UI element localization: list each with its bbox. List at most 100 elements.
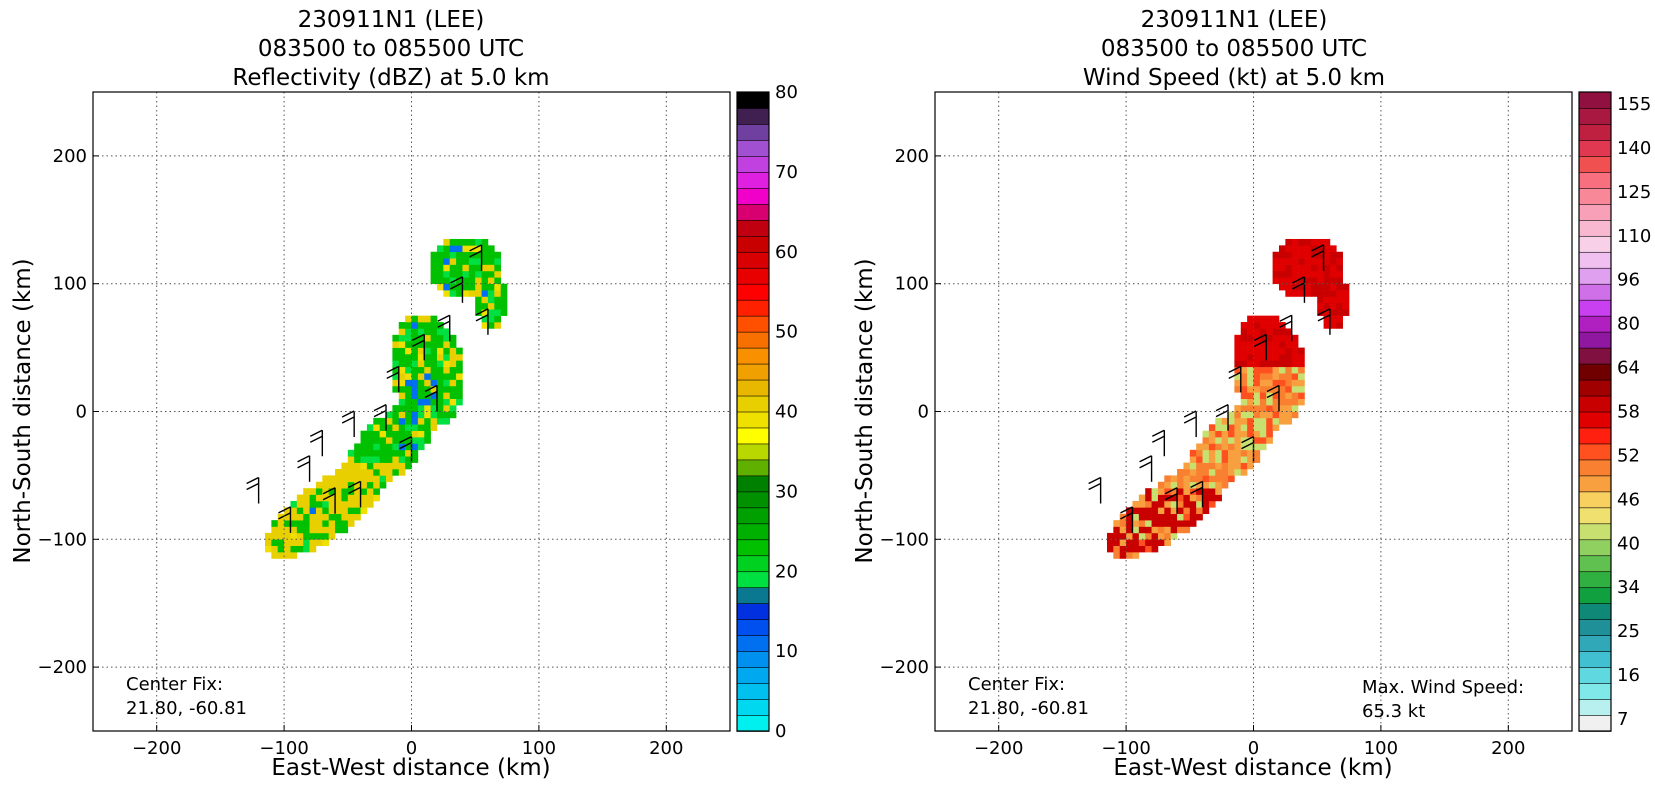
field-cell <box>1266 385 1273 393</box>
field-cell <box>411 360 419 368</box>
field-cell <box>487 251 495 259</box>
field-cell <box>1285 264 1293 272</box>
field-cell <box>500 283 508 291</box>
x-tick-label: 200 <box>649 738 683 759</box>
field-cell <box>1196 475 1203 483</box>
field-cell <box>1151 507 1159 515</box>
field-cell <box>296 500 304 508</box>
field-cell <box>271 545 279 553</box>
field-cell <box>303 545 310 553</box>
field-cell <box>424 405 431 412</box>
field-cell <box>1247 353 1254 361</box>
field-cell <box>417 373 425 380</box>
colorbar-segment <box>736 475 770 493</box>
field-cell <box>1259 411 1267 419</box>
field-cell <box>360 462 368 470</box>
wind-colorbar <box>1578 91 1612 732</box>
field-cell <box>1183 500 1191 508</box>
field-cell <box>1145 513 1152 521</box>
field-cell <box>1228 430 1235 438</box>
field-cell <box>417 328 425 336</box>
field-cell <box>1298 385 1305 393</box>
field-cell <box>1138 513 1146 521</box>
field-cell <box>456 360 463 368</box>
field-cell <box>1240 417 1248 425</box>
field-cell <box>1228 456 1235 463</box>
field-cell <box>487 264 495 272</box>
field-cell <box>1310 277 1318 284</box>
field-cell <box>1234 424 1242 431</box>
colorbar-segment <box>1578 491 1612 509</box>
field-cell <box>1278 251 1286 259</box>
field-cell <box>411 443 419 451</box>
field-cell <box>398 373 406 380</box>
field-cell <box>487 283 495 291</box>
field-cell <box>1266 334 1273 342</box>
field-cell <box>1151 539 1159 546</box>
field-cell <box>1228 424 1235 431</box>
y-tick-label: 100 <box>53 274 87 295</box>
field-cell <box>1240 430 1248 438</box>
wind-barb-flag <box>1183 416 1197 424</box>
field-cell <box>386 443 393 451</box>
field-cell <box>379 430 387 438</box>
field-cell <box>1247 373 1254 380</box>
field-cell <box>436 405 444 412</box>
field-cell <box>1126 532 1133 540</box>
y-tick-label: 0 <box>918 402 929 423</box>
field-cell <box>1329 296 1337 304</box>
wind-barb-flag <box>1215 410 1229 418</box>
x-tick-label: −100 <box>259 738 308 759</box>
field-cell <box>1215 430 1222 438</box>
field-cell <box>436 334 444 342</box>
field-cell <box>296 513 304 521</box>
colorbar-segment <box>736 299 770 317</box>
reflectivity-y-axis-label: North-South distance (km) <box>10 258 36 563</box>
field-cell <box>1164 532 1171 540</box>
field-cell <box>487 245 495 253</box>
field-cell <box>468 270 476 278</box>
field-cell <box>386 449 393 457</box>
colorbar-tick-label: 7 <box>1617 709 1628 730</box>
wind-barb-flag <box>1311 244 1324 252</box>
wind-barb-flag <box>1317 314 1331 322</box>
colorbar-segment <box>736 155 770 173</box>
field-cell <box>1189 456 1197 463</box>
field-cell <box>1126 526 1133 534</box>
field-cell <box>449 405 457 412</box>
wind-barb-flag <box>1279 314 1293 322</box>
field-cell <box>1329 315 1337 323</box>
field-cell <box>1285 341 1293 348</box>
field-cell <box>386 462 393 470</box>
colorbar-segment <box>736 251 770 269</box>
field-cell <box>1259 430 1267 438</box>
field-cell <box>449 360 457 368</box>
field-cell <box>1329 322 1337 329</box>
field-cell <box>386 469 393 476</box>
field-cell <box>1310 290 1318 297</box>
field-cell <box>1145 507 1152 515</box>
field-cell <box>1272 347 1280 355</box>
field-cell <box>443 373 451 380</box>
field-cell <box>1183 494 1191 502</box>
field-cell <box>436 270 444 278</box>
field-cell <box>1291 360 1299 368</box>
field-cell <box>1253 347 1261 355</box>
field-cell <box>373 449 380 457</box>
field-cell <box>443 411 451 419</box>
field-cell <box>1247 462 1254 470</box>
field-cell <box>328 520 336 527</box>
wind-barb-flag <box>348 480 361 488</box>
field-cell <box>1157 507 1165 515</box>
reflectivity-title-line-2: 083500 to 085500 UTC <box>258 36 524 62</box>
field-cell <box>1272 251 1280 259</box>
field-cell <box>1272 366 1280 374</box>
field-cell <box>1272 417 1280 425</box>
field-cell <box>1291 277 1299 284</box>
field-cell <box>1202 462 1210 470</box>
y-tick-label: 100 <box>895 274 929 295</box>
field-cell <box>1291 385 1299 393</box>
field-cell <box>1215 488 1222 495</box>
wind-barb-flag <box>1183 410 1197 418</box>
field-cell <box>360 475 368 483</box>
